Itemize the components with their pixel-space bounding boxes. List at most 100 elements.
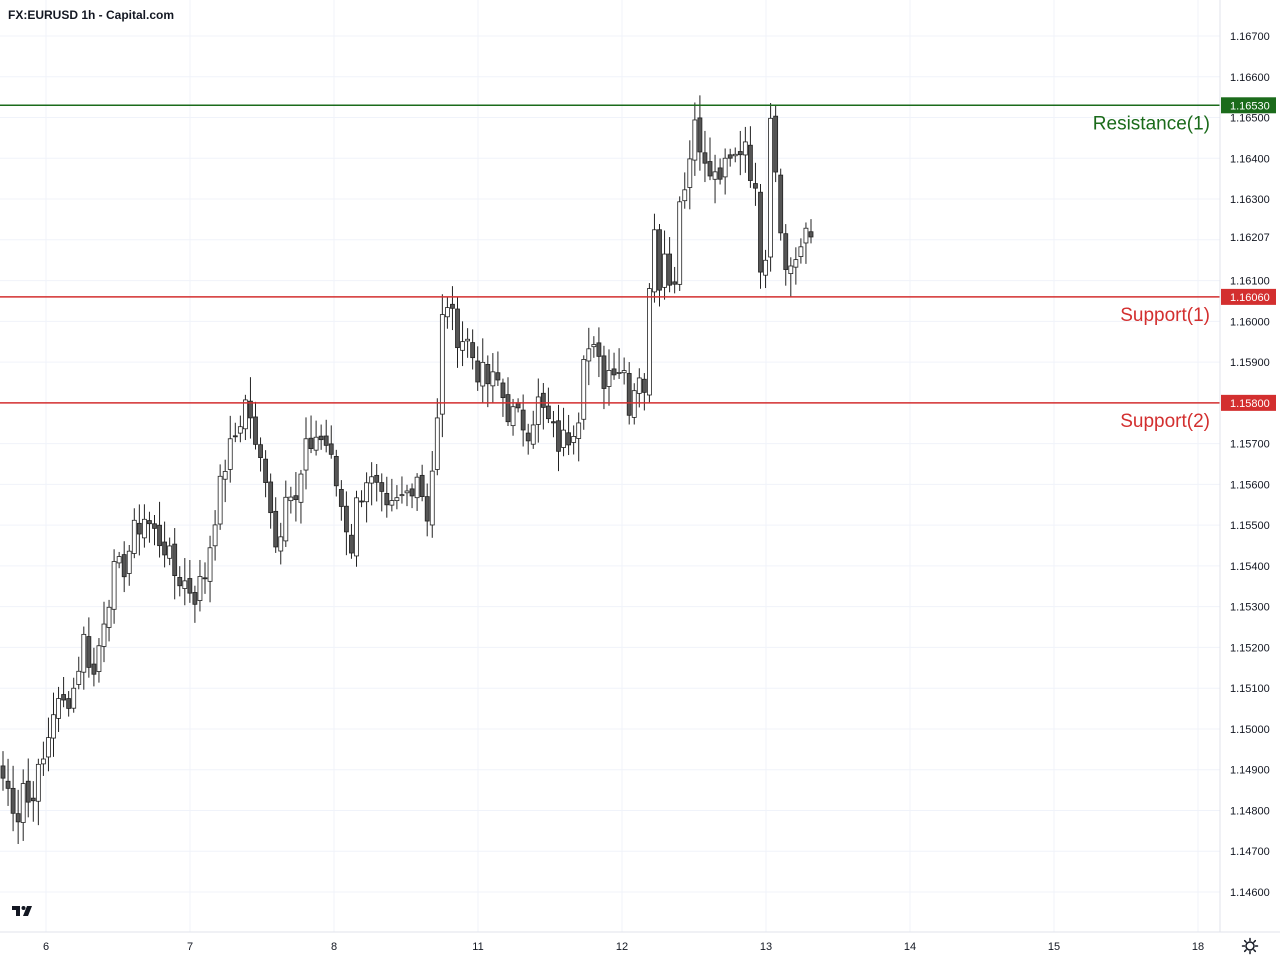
y-tick-label: 1.15500 [1230,520,1270,532]
candle-body [5,780,11,789]
candle-body [46,737,51,758]
candle-body [328,443,334,455]
y-tick-label: 1.16000 [1230,316,1270,328]
candle-body [374,474,380,483]
support-level-name: Support(1) [1120,305,1210,326]
candle-body [702,152,708,164]
candle-body [141,518,147,539]
candle-body [753,183,758,189]
candle-body [273,510,279,548]
candle-body [349,534,354,554]
candle-body [485,364,491,385]
current-price-label: 1.16207 [1230,232,1270,244]
candle-body [338,489,344,507]
gear-icon[interactable] [1241,937,1259,955]
candle-body [263,458,269,483]
candle-body [268,481,274,514]
candle-body [318,435,324,441]
candle-body [343,505,349,533]
candle-body [596,342,602,357]
candle-body [586,348,592,362]
y-tick-label: 1.15700 [1230,439,1270,451]
candle-body [475,360,481,383]
candle-body [253,416,258,445]
candle-body [172,543,178,577]
resistance-level-name: Resistance(1) [1093,113,1210,134]
candle-body [51,714,56,739]
candle-body [25,780,31,803]
candle-body [288,496,294,502]
candle-body [692,119,698,161]
y-tick-label: 1.16100 [1230,276,1270,288]
candle-body [258,444,263,459]
candle-body [763,259,768,276]
y-tick-label: 1.14600 [1230,887,1270,899]
candle-body [520,409,526,431]
candle-body [566,432,571,446]
candle-body [576,422,582,439]
candle-body [737,151,743,156]
candle-body [86,636,92,668]
candle-body [722,157,728,178]
candle-body [727,154,733,159]
candle-body [414,476,420,499]
candle-body [455,308,460,349]
candle-body [773,115,779,173]
candle-body [742,141,748,156]
y-tick-label: 1.16700 [1230,31,1270,43]
candle-body [551,421,556,424]
y-tick-label: 1.14800 [1230,805,1270,817]
candle-body [76,670,82,685]
chart-title: FX:EURUSD 1h - Capital.com [8,8,175,22]
candle-body [30,797,36,802]
candle-body [540,392,546,408]
candle-body [712,171,718,180]
candle-body [758,191,763,273]
candle-body [444,307,450,318]
resistance-price-label: 1.16530 [1230,100,1270,112]
candle-body [147,520,152,525]
candle-body [652,229,657,293]
y-tick-label: 1.16500 [1230,113,1270,125]
x-tick-label: 18 [1192,941,1204,953]
candle-body [96,645,102,672]
candle-body [61,694,66,701]
candle-body [768,117,773,258]
x-tick-label: 6 [43,941,49,953]
candle-body [530,424,536,445]
y-tick-label: 1.15100 [1230,683,1270,695]
candle-body [616,372,622,374]
candle-body [394,497,400,502]
y-tick-label: 1.16300 [1230,194,1270,206]
candle-body [556,420,561,452]
candle-body [91,663,97,675]
candle-body [197,576,203,601]
candle-body [404,490,410,494]
candle-body [222,471,228,480]
candle-body [525,432,531,442]
candle-body [808,231,814,238]
candle-body [20,783,26,823]
candle-body [121,554,127,578]
candle-body [66,698,72,709]
candle-body [460,341,465,351]
candle-body [434,417,440,470]
candle-body [293,495,299,500]
candle-body [354,497,359,557]
candle-body [379,482,385,492]
y-tick-label: 1.14900 [1230,765,1270,777]
candle-body [359,500,364,503]
candle-body [682,189,688,202]
y-tick-label: 1.15300 [1230,602,1270,614]
candle-body [636,377,642,394]
candle-body [399,494,405,497]
candle-body [237,426,243,434]
y-tick-label: 1.15000 [1230,724,1270,736]
candle-body [662,253,667,288]
support-level-name: Support(2) [1120,411,1210,432]
candle-body [732,153,738,157]
candle-body [81,633,87,673]
candle-body [136,522,142,535]
candle-body [697,117,703,153]
